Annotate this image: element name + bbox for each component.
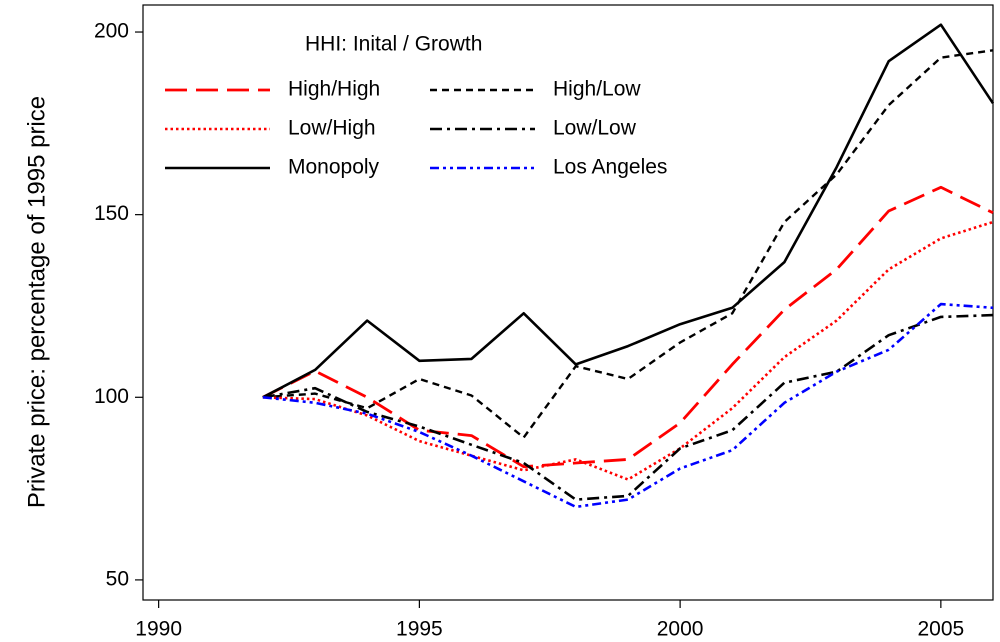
data-line bbox=[262, 49, 994, 439]
data-line bbox=[262, 313, 994, 501]
y-tick-label: 150 bbox=[94, 202, 129, 225]
legend-label: High/High bbox=[288, 78, 380, 101]
x-tick-label: 1990 bbox=[135, 618, 182, 641]
legend-label: Low/Low bbox=[553, 117, 637, 140]
data-line bbox=[262, 220, 994, 481]
x-tick-label: 2000 bbox=[657, 618, 704, 641]
data-line bbox=[262, 23, 995, 399]
x-tick-label: 2005 bbox=[917, 618, 964, 641]
y-axis-label: Private price: percentage of 1995 price bbox=[23, 96, 50, 508]
y-tick-label: 200 bbox=[94, 20, 129, 43]
legend-label: Los Angeles bbox=[553, 156, 667, 179]
y-tick-label: 100 bbox=[94, 385, 129, 408]
plot-frame bbox=[142, 4, 994, 601]
y-tick-label: 50 bbox=[106, 567, 129, 590]
legend-title: HHI: Inital / Growth bbox=[305, 33, 482, 56]
x-tick-label: 1995 bbox=[396, 618, 443, 641]
data-line bbox=[262, 185, 994, 469]
legend-label: Monopoly bbox=[288, 156, 380, 179]
legend-label: Low/High bbox=[288, 117, 376, 140]
legend-label: High/Low bbox=[553, 78, 641, 101]
